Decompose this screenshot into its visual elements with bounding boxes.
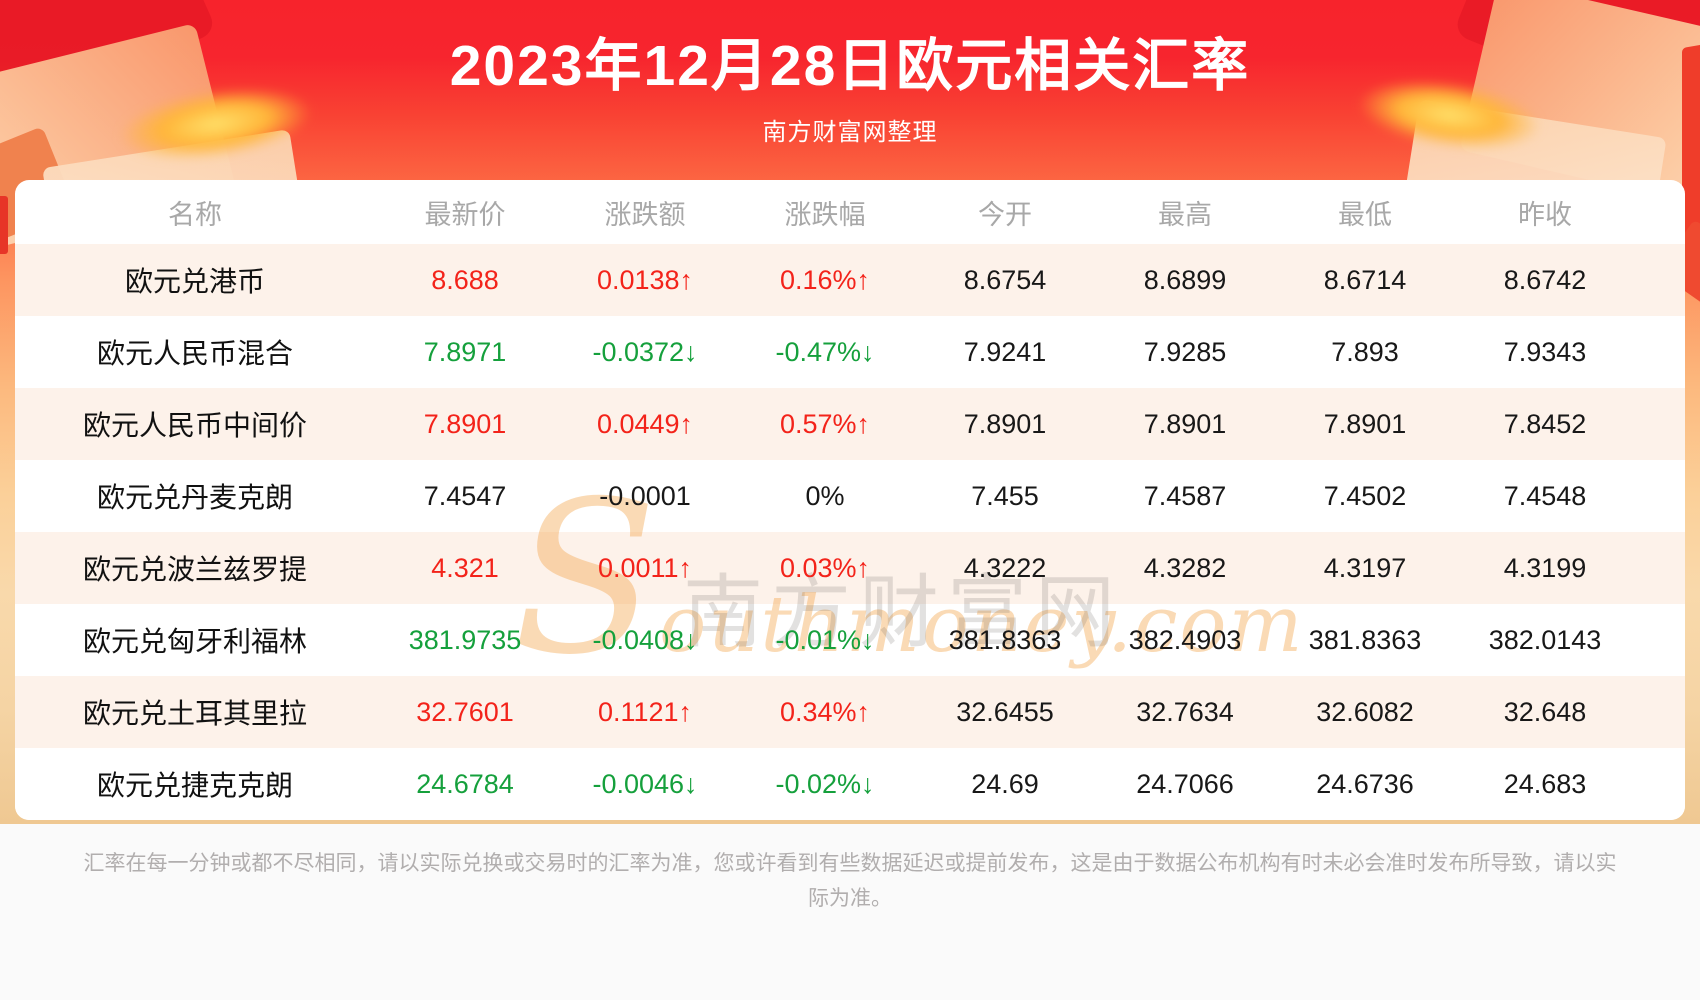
cell-low: 32.6082 (1316, 696, 1414, 727)
exchange-rate-table: 名称 最新价 涨跌额 涨跌幅 今开 最高 最低 昨收 欧元兑港币 8.688 0.0138↑ 0.1… (15, 180, 1635, 820)
cell-high: 7.4587 (1143, 480, 1227, 511)
cell-change_pct: -0.01%↓ (775, 624, 875, 655)
cell-prev_close: 4.3199 (1503, 552, 1587, 583)
column-header-2: 涨跌额 (604, 199, 686, 230)
cell-high: 8.6899 (1143, 264, 1227, 295)
table-row: 欧元人民币中间价 7.8901 0.0449↑ 0.57%↑ 7.8901 7.8901 7… (15, 388, 1635, 460)
cell-low: 24.6736 (1316, 768, 1414, 799)
table-row: 欧元兑匈牙利福林 381.9735 -0.0408↓ -0.01%↓ 381.8363 3… (15, 604, 1635, 676)
cell-prev_close: 7.8452 (1503, 408, 1587, 439)
column-header-7: 昨收 (1518, 199, 1572, 230)
disclaimer-text: 汇率在每一分钟或都不尽相同，请以实际兑换或交易时的汇率为准，您或许看到有些数据延… (83, 852, 1617, 910)
column-header-6: 最低 (1338, 199, 1392, 230)
pair-name: 欧元兑匈牙利福林 (82, 626, 307, 657)
cell-change: 0.1121↑ (597, 696, 693, 727)
cell-latest: 4.321 (431, 552, 499, 583)
table-row: 欧元兑丹麦克朗 7.4547 -0.0001 0% 7.455 7.4587 7.4502 7… (15, 460, 1635, 532)
cell-high: 382.4903 (1128, 624, 1242, 655)
pair-name: 欧元人民币混合 (96, 338, 293, 369)
page-subtitle: 南方财富网整理 (762, 119, 938, 146)
cell-change: -0.0408↓ (592, 624, 698, 655)
cell-open: 32.6455 (956, 696, 1054, 727)
cell-change: 0.0138↑ (596, 264, 694, 295)
cell-prev_close: 7.9343 (1503, 336, 1587, 367)
cell-change: -0.0372↓ (592, 336, 698, 367)
pair-name: 欧元兑捷克克朗 (96, 770, 293, 801)
cell-open: 8.6754 (963, 264, 1047, 295)
cell-change_pct: 0.16%↑ (779, 264, 871, 295)
cell-change_pct: -0.02%↓ (775, 768, 875, 799)
cell-change_pct: 0.34%↑ (779, 696, 871, 727)
column-header-4: 今开 (978, 199, 1032, 230)
table-row: 欧元兑港币 8.688 0.0138↑ 0.16%↑ 8.6754 8.6899 8.671… (15, 244, 1635, 316)
cell-latest: 7.8901 (423, 408, 507, 439)
cell-high: 7.8901 (1143, 408, 1227, 439)
cell-high: 24.7066 (1136, 768, 1234, 799)
cell-low: 7.893 (1331, 336, 1399, 367)
cell-high: 7.9285 (1143, 336, 1227, 367)
row-stripes (15, 244, 1685, 820)
column-header-3: 涨跌幅 (784, 199, 866, 230)
pair-name: 欧元人民币中间价 (82, 410, 307, 441)
column-header-1: 最新价 (424, 199, 506, 230)
cell-change: 0.0449↑ (596, 408, 694, 439)
cell-change: 0.0011↑ (597, 552, 693, 583)
column-header-0: 名称 (168, 199, 222, 230)
cell-low: 7.4502 (1323, 480, 1407, 511)
cell-prev_close: 32.648 (1503, 696, 1587, 727)
cell-latest: 8.688 (431, 264, 499, 295)
cell-open: 4.3222 (963, 552, 1047, 583)
cell-low: 381.8363 (1308, 624, 1422, 655)
cell-prev_close: 7.4548 (1503, 480, 1587, 511)
pair-name: 欧元兑港币 (124, 266, 265, 297)
watermark-chinese: 南方财富网 (683, 568, 1123, 657)
table-row: 欧元兑波兰兹罗提 4.321 0.0011↑ 0.03%↑ 4.3222 4.3282 4.… (15, 532, 1635, 604)
rate-table-body: 欧元兑港币 8.688 0.0138↑ 0.16%↑ 8.6754 8.6899 8.671… (15, 244, 1635, 820)
cell-latest: 24.6784 (416, 768, 514, 799)
cell-high: 4.3282 (1143, 552, 1227, 583)
pair-name: 欧元兑波兰兹罗提 (82, 554, 307, 585)
cell-prev_close: 24.683 (1503, 768, 1587, 799)
cell-high: 32.7634 (1136, 696, 1234, 727)
cell-open: 7.455 (971, 480, 1039, 511)
pair-name: 欧元兑丹麦克朗 (96, 482, 293, 513)
footer: 汇率在每一分钟或都不尽相同，请以实际兑换或交易时的汇率为准，您或许看到有些数据延… (0, 824, 1700, 1000)
cell-prev_close: 8.6742 (1503, 264, 1587, 295)
table-row: 欧元兑土耳其里拉 32.7601 0.1121↑ 0.34%↑ 32.6455 32.76… (15, 676, 1635, 748)
cell-change: -0.0001 (599, 480, 691, 511)
cell-change_pct: 0.03%↑ (779, 552, 871, 583)
cell-latest: 7.4547 (423, 480, 507, 511)
table-row: 欧元人民币混合 7.8971 -0.0372↓ -0.47%↓ 7.9241 7.9285… (15, 316, 1635, 388)
rate-table-card: Southmoney.com 南方财富网 名称 最新价 涨跌额 涨跌幅 今开 最高 最低 昨收… (15, 180, 1685, 820)
cell-latest: 7.8971 (423, 336, 507, 367)
cell-open: 24.69 (971, 768, 1039, 799)
cell-change_pct: 0% (805, 480, 845, 511)
cell-latest: 32.7601 (416, 696, 514, 727)
pair-name: 欧元兑土耳其里拉 (82, 698, 307, 729)
page-title: 2023年12月28日欧元相关汇率 (449, 34, 1251, 98)
cell-open: 7.9241 (963, 336, 1047, 367)
cell-prev_close: 382.0143 (1488, 624, 1602, 655)
cell-latest: 381.9735 (408, 624, 522, 655)
watermark-english: Southmoney.com (513, 456, 1305, 701)
table-row: 欧元兑捷克克朗 24.6784 -0.0046↓ -0.02%↓ 24.69 24.706… (15, 748, 1635, 820)
table-header-row: 名称 最新价 涨跌额 涨跌幅 今开 最高 最低 昨收 (15, 180, 1635, 244)
cell-low: 4.3197 (1323, 552, 1407, 583)
cell-low: 8.6714 (1323, 264, 1407, 295)
cell-change_pct: 0.57%↑ (779, 408, 871, 439)
cell-change: -0.0046↓ (592, 768, 698, 799)
cell-change_pct: -0.47%↓ (775, 336, 875, 367)
cell-open: 381.8363 (948, 624, 1062, 655)
cell-low: 7.8901 (1323, 408, 1407, 439)
cell-open: 7.8901 (963, 408, 1047, 439)
column-header-5: 最高 (1158, 199, 1212, 230)
